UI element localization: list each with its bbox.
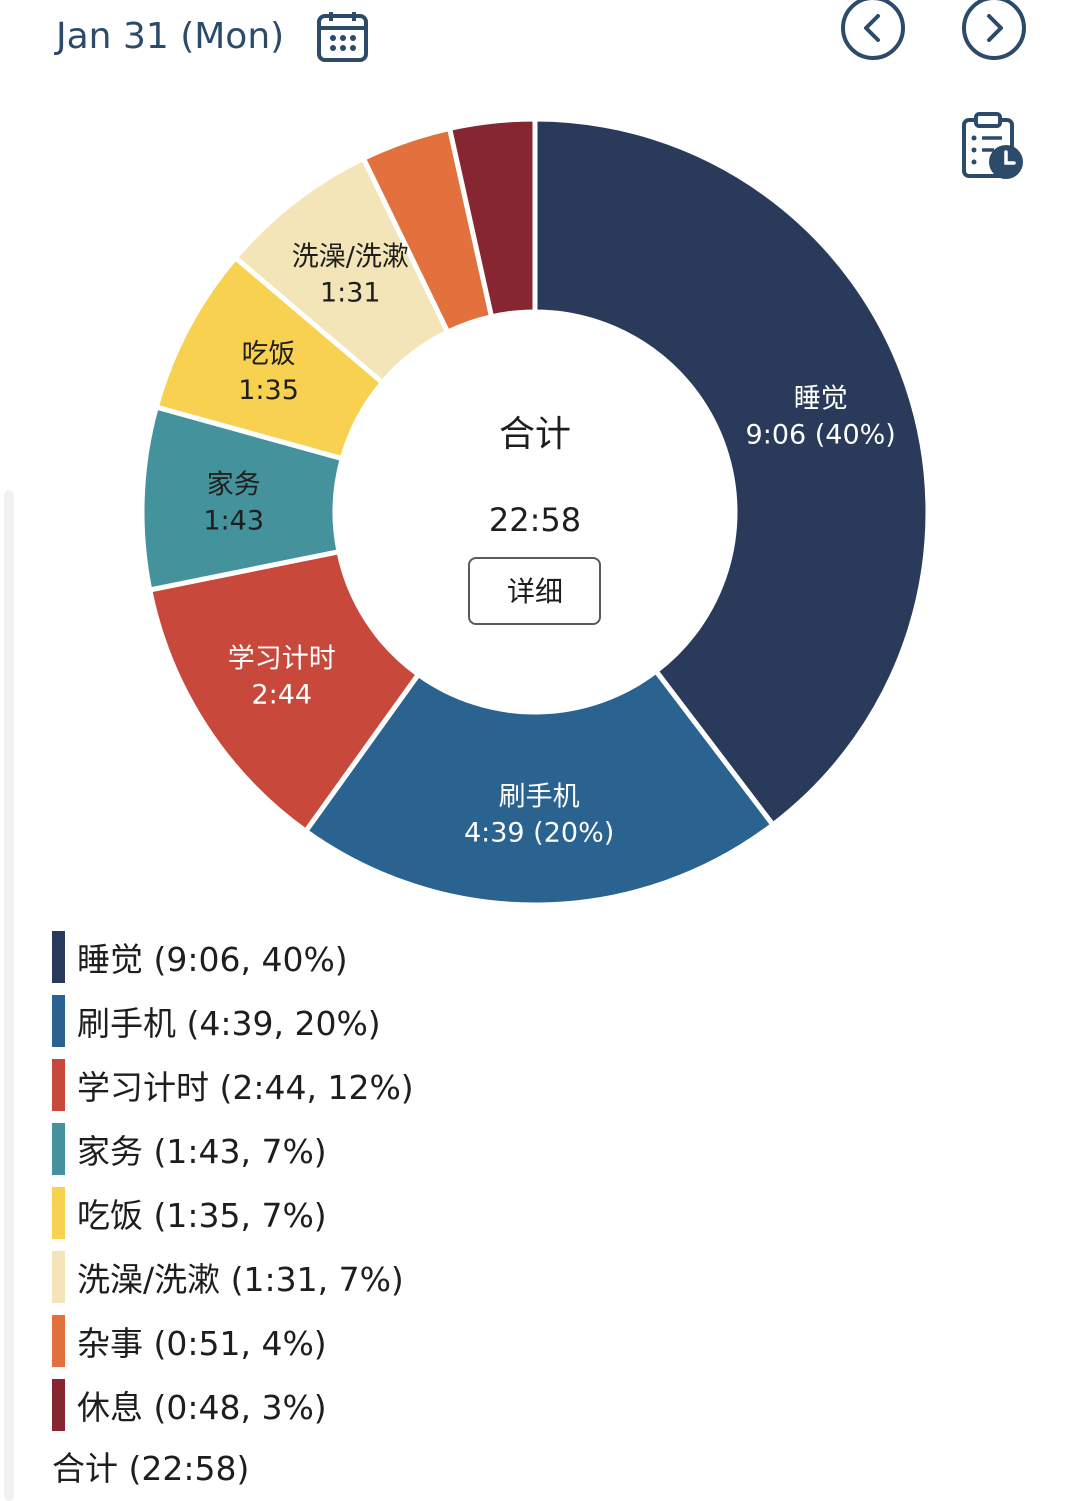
slice-label-name: 睡觉 [794, 384, 848, 415]
legend-label: 洗澡/洗漱 (1:31, 7%) [77, 1260, 404, 1299]
slice-1[interactable] [532, 116, 931, 829]
slice-label-name: 刷手机 [499, 781, 580, 812]
legend-item[interactable]: 杂事 (0:51, 4%) [52, 1309, 414, 1373]
legend-label: 吃饭 (1:35, 7%) [77, 1196, 327, 1235]
slice-label-value: 2:44 [251, 680, 312, 711]
slice-label-value: 4:39 (20%) [464, 817, 614, 848]
clipboard-clock-icon[interactable] [958, 110, 1028, 182]
donut-chart: 睡觉 9:06 (40%) 刷手机 4:39 (20%) 学习计时 2:44 家务 1:43 吃… [142, 116, 931, 908]
slice-label-value: 1:43 [203, 505, 264, 536]
legend-item[interactable]: 休息 (0:48, 3%) [52, 1373, 414, 1437]
legend-label: 睡觉 (9:06, 40%) [77, 940, 348, 979]
legend: 睡觉 (9:06, 40%) 刷手机 (4:39, 20%) 学习计时 (2:44,… [52, 925, 414, 1437]
chevron-left-circle-icon[interactable] [839, 0, 907, 64]
legend-item[interactable]: 睡觉 (9:06, 40%) [52, 925, 414, 989]
slice-label-value: 1:35 [238, 375, 299, 406]
legend-swatch [52, 1251, 65, 1303]
legend-label: 休息 (0:48, 3%) [77, 1388, 327, 1427]
legend-label: 杂事 (0:51, 4%) [77, 1324, 327, 1363]
legend-label: 家务 (1:43, 7%) [77, 1132, 327, 1171]
legend-total: 合计 (22:58) [52, 1449, 250, 1488]
slice-label-value: 1:31 [320, 278, 381, 309]
legend-item[interactable]: 学习计时 (2:44, 12%) [52, 1053, 414, 1117]
slice-2[interactable] [302, 667, 777, 908]
scrollbar[interactable] [4, 490, 14, 1501]
slice-8[interactable] [446, 116, 538, 320]
chevron-right-circle-icon[interactable] [960, 0, 1028, 64]
slice-label-name: 吃饭 [242, 339, 296, 370]
legend-item[interactable]: 刷手机 (4:39, 20%) [52, 989, 414, 1053]
details-button-label: 详细 [507, 575, 563, 608]
legend-item[interactable]: 吃饭 (1:35, 7%) [52, 1181, 414, 1245]
legend-label: 学习计时 (2:44, 12%) [77, 1068, 414, 1107]
legend-swatch [52, 1379, 65, 1431]
legend-swatch [52, 1187, 65, 1239]
legend-swatch [52, 1123, 65, 1175]
legend-label: 刷手机 (4:39, 20%) [77, 1004, 381, 1043]
slice-label-name: 学习计时 [228, 644, 336, 675]
legend-item[interactable]: 家务 (1:43, 7%) [52, 1117, 414, 1181]
legend-swatch [52, 995, 65, 1047]
slice-3[interactable] [146, 548, 422, 835]
calendar-icon[interactable] [316, 12, 370, 64]
details-button[interactable]: 详细 [468, 557, 601, 625]
slice-label-value: 9:06 (40%) [746, 420, 896, 451]
slice-label-name: 家务 [207, 469, 261, 500]
legend-swatch [52, 1315, 65, 1367]
legend-swatch [52, 1059, 65, 1111]
center-title: 合计 [499, 414, 571, 455]
legend-item[interactable]: 洗澡/洗漱 (1:31, 7%) [52, 1245, 414, 1309]
slice-label-name: 洗澡/洗漱 [292, 242, 409, 273]
legend-swatch [52, 931, 65, 983]
date-title[interactable]: Jan 31 (Mon) [56, 16, 285, 57]
center-total: 22:58 [489, 501, 581, 539]
